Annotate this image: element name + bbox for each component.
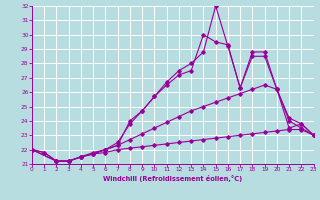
X-axis label: Windchill (Refroidissement éolien,°C): Windchill (Refroidissement éolien,°C)	[103, 175, 243, 182]
